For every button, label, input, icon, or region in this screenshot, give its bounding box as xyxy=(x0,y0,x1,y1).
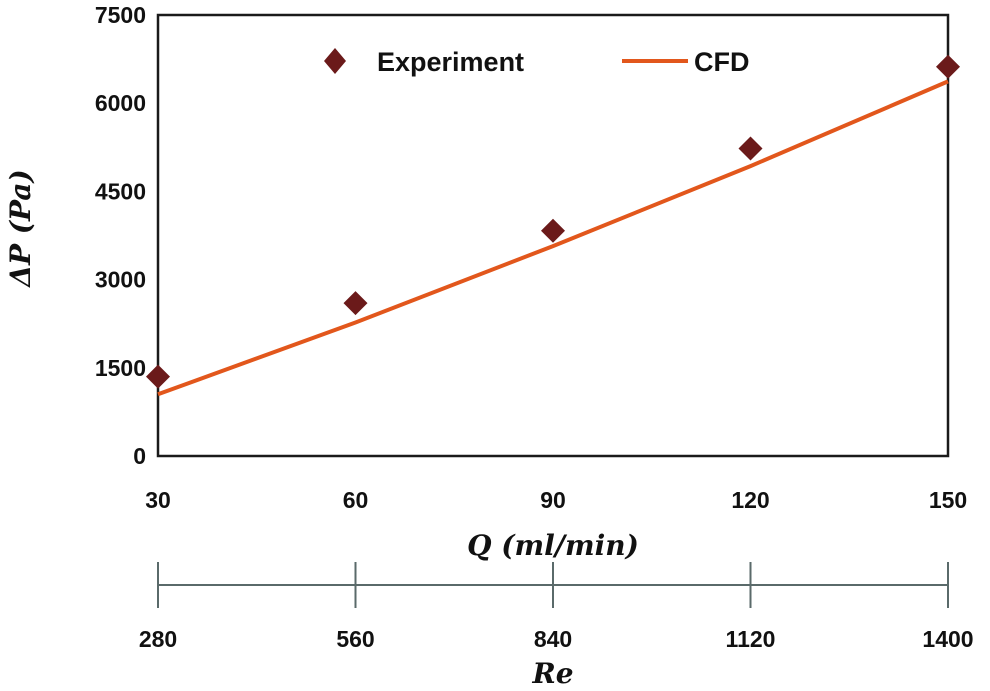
x-tick-label: 60 xyxy=(343,487,369,513)
x-axis-title: Q (ml/min) xyxy=(467,529,639,562)
secondary-x-axis-title: Re xyxy=(531,657,573,690)
legend-experiment-label: Experiment xyxy=(377,47,524,77)
experiment-point xyxy=(343,291,368,316)
y-tick-label: 3000 xyxy=(95,267,146,293)
experiment-point xyxy=(738,136,763,161)
y-tick-label: 0 xyxy=(133,443,146,469)
secondary-x-tick-label: 280 xyxy=(139,626,177,652)
x-tick-label: 120 xyxy=(731,487,769,513)
y-axis-title: ΔP (Pa) xyxy=(4,169,37,288)
experiment-point xyxy=(936,54,960,79)
secondary-x-tick-label: 840 xyxy=(534,626,572,652)
y-tick-label: 4500 xyxy=(95,178,146,204)
x-tick-label: 150 xyxy=(929,487,967,513)
legend-experiment-marker xyxy=(324,48,346,74)
secondary-x-tick-label: 1400 xyxy=(922,626,973,652)
legend-cfd-label: CFD xyxy=(694,47,750,77)
experiment-point xyxy=(541,218,565,243)
x-tick-label: 30 xyxy=(145,487,171,513)
y-tick-label: 1500 xyxy=(95,355,146,381)
secondary-x-tick-label: 1120 xyxy=(726,626,776,652)
secondary-x-tick-label: 560 xyxy=(336,626,374,652)
x-tick-label: 90 xyxy=(540,487,566,513)
experiment-point xyxy=(146,364,170,389)
y-tick-label: 6000 xyxy=(95,90,146,116)
y-tick-label: 7500 xyxy=(95,2,146,28)
series-group xyxy=(146,54,960,397)
legend: Experiment CFD xyxy=(324,47,750,77)
secondary-x-axis: 280 560 840 1120 1400 xyxy=(139,562,974,652)
x-axis-ticks: 30 60 90 120 150 xyxy=(145,487,967,513)
y-axis-ticks: 0 1500 3000 4500 6000 7500 xyxy=(95,2,146,469)
series-line-cfd xyxy=(157,79,949,397)
